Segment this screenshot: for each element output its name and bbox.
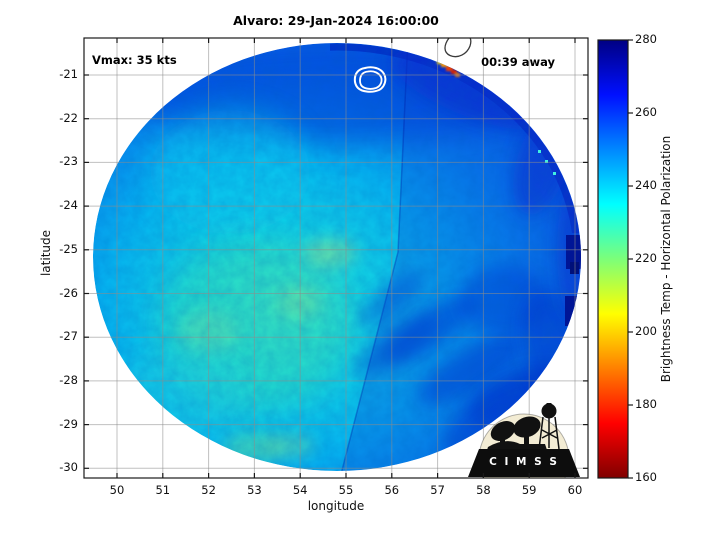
colorbar-tick-label: 160: [635, 470, 657, 484]
water-tower-icon: [538, 403, 560, 450]
y-tick-label: -23: [59, 154, 78, 169]
logo-banner: [468, 449, 580, 477]
time-away-annotation: 00:39 away: [481, 55, 555, 69]
colorbar-tick-label: 180: [635, 397, 657, 411]
y-tick-label: -21: [59, 67, 78, 81]
x-tick-label: 60: [567, 483, 583, 497]
colorbar: [597, 39, 629, 479]
y-tick-label: -28: [59, 372, 78, 387]
y-tick-label: -27: [59, 329, 78, 344]
x-axis-label: longitude: [307, 499, 365, 513]
vmax-annotation: Vmax: 35 kts: [92, 53, 177, 67]
cimss-logo-text: C I M S S: [489, 456, 559, 468]
y-tick-label: -25: [59, 241, 78, 256]
axes-frame: [83, 37, 589, 479]
noise-texture: [93, 43, 581, 471]
swath-image: [93, 38, 581, 471]
y-tick-label: -29: [59, 416, 78, 431]
gridlines: [84, 38, 588, 478]
x-tick-label: 57: [430, 483, 445, 497]
y-tick-label: -24: [59, 198, 78, 213]
colorbar-tick-label: 260: [635, 105, 657, 119]
open-contour: [444, 38, 472, 58]
x-tick-label: 56: [384, 483, 400, 497]
x-tick-label: 58: [476, 483, 491, 497]
x-tick-label: 53: [247, 483, 262, 497]
colorbar-tick-label: 280: [635, 32, 657, 46]
colorbar-label: Brightness Temp - Horizontal Polarizatio…: [659, 135, 673, 383]
x-tick-label: 54: [292, 483, 308, 497]
y-tick-label: -26: [59, 285, 78, 300]
x-tick-label: 55: [338, 483, 354, 497]
plot-title: Alvaro: 29-Jan-2024 16:00:00: [233, 13, 439, 28]
x-tick-label: 59: [521, 483, 537, 497]
y-tick-label: -22: [59, 110, 78, 125]
storm-center-contour: [353, 66, 387, 93]
x-tick-label: 52: [201, 483, 216, 497]
y-tick-label: -30: [59, 460, 78, 475]
tick-marks: [84, 38, 633, 479]
x-tick-label: 51: [155, 483, 171, 497]
colorbar-tick-label: 200: [635, 324, 657, 338]
colorbar-tick-label: 240: [635, 178, 657, 192]
cimss-logo: [468, 403, 580, 478]
x-tick-label: 50: [109, 483, 125, 497]
colorbar-tick-label: 220: [635, 251, 657, 265]
